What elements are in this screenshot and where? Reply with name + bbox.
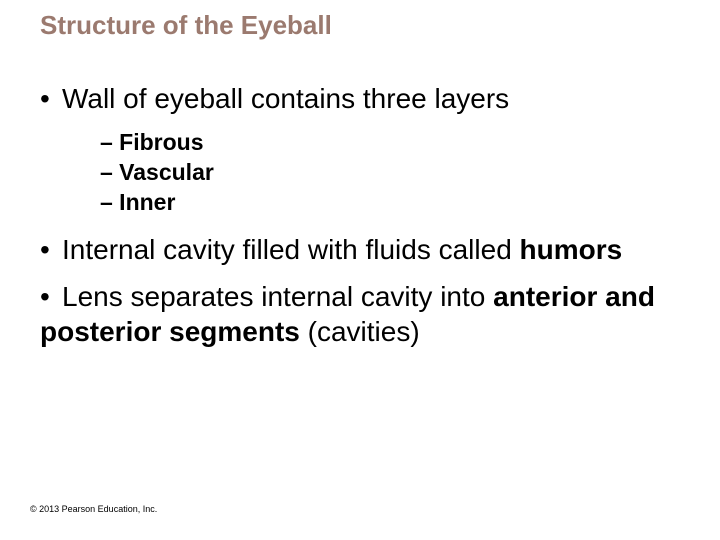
bullet-2-bold: humors — [520, 234, 623, 265]
bullet-marker: • — [40, 232, 62, 267]
bullet-2-pre: Internal cavity filled with fluids calle… — [62, 234, 520, 265]
slide-title: Structure of the Eyeball — [40, 10, 690, 41]
bullet-2: •Internal cavity filled with fluids call… — [40, 232, 690, 267]
bullet-3-pre: Lens separates internal cavity into — [62, 281, 493, 312]
sub-bullet-1: – Fibrous — [100, 128, 690, 158]
bullet-3-post: (cavities) — [300, 316, 420, 347]
bullet-marker: • — [40, 81, 62, 116]
sub-bullet-3: – Inner — [100, 188, 690, 218]
bullet-3: •Lens separates internal cavity into ant… — [40, 279, 690, 349]
bullet-1: •Wall of eyeball contains three layers — [40, 81, 690, 116]
copyright-text: © 2013 Pearson Education, Inc. — [30, 504, 157, 514]
sub-bullet-2: – Vascular — [100, 158, 690, 188]
bullet-marker: • — [40, 279, 62, 314]
bullet-1-text: Wall of eyeball contains three layers — [62, 83, 509, 114]
slide: Structure of the Eyeball •Wall of eyebal… — [0, 0, 720, 540]
